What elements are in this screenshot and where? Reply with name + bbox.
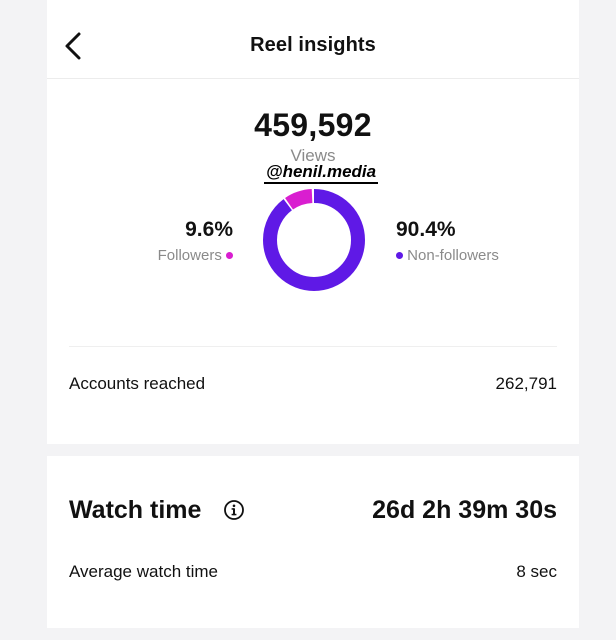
watch-time-card	[47, 456, 579, 628]
non-followers-percent: 90.4%	[396, 218, 456, 241]
info-icon[interactable]	[223, 499, 245, 521]
followers-stat: 9.6% Followers	[143, 218, 233, 264]
average-watch-time-label: Average watch time	[69, 562, 218, 581]
non-followers-label: Non-followers	[407, 247, 499, 264]
divider	[69, 346, 557, 347]
accounts-reached-value: 262,791	[495, 374, 557, 393]
watch-time-title: Watch time	[69, 496, 202, 524]
average-watch-time-value: 8 sec	[516, 562, 557, 581]
chevron-left-icon	[65, 32, 81, 60]
followers-dot-icon	[226, 251, 233, 259]
audience-donut-chart	[262, 189, 365, 291]
back-button[interactable]	[57, 28, 89, 64]
non-followers-stat: 90.4% Non-followers	[396, 218, 546, 264]
non-followers-legend: Non-followers	[396, 247, 546, 264]
non-followers-dot-icon	[396, 251, 403, 259]
page-title: Reel insights	[250, 34, 376, 56]
watermark: @henil.media	[264, 162, 379, 184]
watch-time-value: 26d 2h 39m 30s	[372, 496, 557, 524]
followers-percent: 9.6%	[185, 218, 233, 241]
accounts-reached-label: Accounts reached	[69, 374, 206, 393]
non-followers-arc	[263, 189, 365, 291]
followers-legend: Followers	[143, 247, 233, 264]
views-count: 459,592	[254, 107, 372, 143]
reel-insights-card: Reel insights 459,592 Views @henil.media…	[47, 0, 579, 444]
views-label: Views	[290, 146, 336, 165]
followers-label: Followers	[157, 247, 222, 264]
header: Reel insights	[47, 0, 579, 79]
